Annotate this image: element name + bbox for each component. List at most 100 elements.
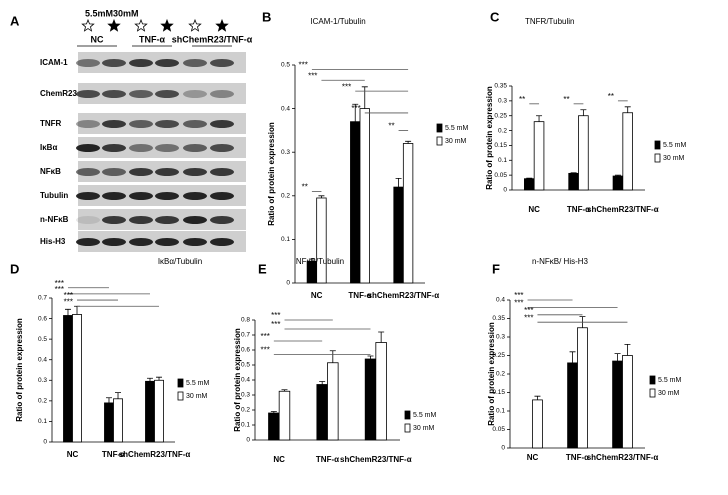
bar xyxy=(113,398,123,443)
blot-band xyxy=(76,192,100,200)
y-tick-label: 0.2 xyxy=(241,407,250,414)
legend-swatch xyxy=(654,153,661,163)
blot-band xyxy=(102,120,126,128)
significance-label: ** xyxy=(302,183,308,192)
significance-label: *** xyxy=(64,297,73,306)
blot-band xyxy=(129,59,153,67)
panel-letter: C xyxy=(490,9,500,24)
bar xyxy=(532,399,543,449)
significance-label: *** xyxy=(342,82,351,91)
panel-letter: D xyxy=(10,261,19,276)
y-tick-label: 0.6 xyxy=(38,315,47,322)
error-bar xyxy=(105,397,112,403)
y-tick-label: 0.2 xyxy=(38,398,47,405)
blot-band xyxy=(102,238,126,246)
bar xyxy=(145,380,155,443)
error-bar xyxy=(614,353,621,362)
legend-label: 5.5 mM xyxy=(663,142,687,149)
error-bar xyxy=(624,106,631,113)
error-bar xyxy=(361,86,368,109)
blot-band xyxy=(183,90,207,98)
x-tick-label: shChemR23/TNF-α xyxy=(587,205,659,214)
error-bar xyxy=(534,395,541,400)
error-bar xyxy=(64,308,71,316)
bar xyxy=(268,412,280,441)
x-tick-label: NC xyxy=(67,450,79,459)
row-label: TNFR xyxy=(40,119,62,128)
bar xyxy=(278,390,291,441)
y-tick-label: 0.6 xyxy=(241,347,250,354)
bar xyxy=(402,143,414,284)
bar xyxy=(622,112,633,191)
blot-band xyxy=(129,238,153,246)
significance-label: *** xyxy=(261,332,270,341)
blot-band xyxy=(102,168,126,176)
x-tick-label: shChemR23/TNF-α xyxy=(587,453,659,462)
conditions: 5.5mM30mM xyxy=(85,8,139,18)
error-bar xyxy=(329,350,336,363)
y-tick-label: 0.3 xyxy=(281,149,290,156)
y-tick-label: 0.35 xyxy=(494,83,507,90)
y-axis-title: Ratio of protein expression xyxy=(267,122,276,226)
blot-band xyxy=(210,90,234,98)
legend-swatch xyxy=(404,423,411,433)
x-tick-label: NC xyxy=(527,453,539,462)
y-tick-label: 0.3 xyxy=(498,98,507,105)
legend-swatch xyxy=(177,391,184,401)
error-bar xyxy=(378,331,385,343)
y-tick-label: 0.35 xyxy=(492,315,505,322)
legend-label: 5.5 mM xyxy=(445,125,469,132)
x-tick-label: TNF-α xyxy=(102,450,125,459)
error-bar xyxy=(318,195,325,198)
bar xyxy=(359,108,370,284)
significance-label: ** xyxy=(608,92,614,101)
significance-label: ** xyxy=(519,95,525,104)
legend-swatch xyxy=(654,140,661,150)
error-bar xyxy=(614,174,621,177)
legend-label: 30 mM xyxy=(413,425,435,432)
significance-label: *** xyxy=(308,71,317,80)
blot-band xyxy=(129,144,153,152)
chart-title: TNFR/Tubulin xyxy=(525,17,575,26)
y-tick-label: 0.2 xyxy=(496,371,505,378)
significance-label: *** xyxy=(524,313,533,322)
bar xyxy=(393,186,404,284)
y-tick-label: 0.1 xyxy=(498,157,507,164)
blot-band xyxy=(183,216,207,224)
blot-band xyxy=(76,168,100,176)
blot-band xyxy=(183,168,207,176)
blot-band xyxy=(129,216,153,224)
x-tick-label: NC xyxy=(528,205,540,214)
bar xyxy=(524,178,535,191)
y-tick-label: 0.15 xyxy=(494,142,507,149)
legend-swatch xyxy=(649,388,656,398)
y-tick-label: 0.5 xyxy=(281,62,290,69)
y-tick-label: 0 xyxy=(43,439,47,446)
bar xyxy=(612,175,624,191)
y-tick-label: 0.5 xyxy=(38,336,47,343)
blot-band xyxy=(129,90,153,98)
blot-band xyxy=(155,120,179,128)
bar xyxy=(567,362,578,449)
chart-title: n-NFκB/ His-H3 xyxy=(532,257,589,266)
row-label: ICAM-1 xyxy=(40,58,68,67)
bar xyxy=(375,342,387,441)
y-tick-label: 0 xyxy=(286,280,290,287)
y-axis-title: Ratio of protein expression xyxy=(233,328,242,432)
blot-band xyxy=(76,90,100,98)
y-tick-label: 0.2 xyxy=(498,127,507,134)
error-bar xyxy=(115,392,122,399)
blot-band xyxy=(102,192,126,200)
x-tick-label: shChemR23/TNF-α xyxy=(340,455,412,464)
error-bar xyxy=(146,377,153,382)
bar xyxy=(350,121,361,284)
y-tick-label: 0.1 xyxy=(496,408,505,415)
y-tick-label: 0 xyxy=(503,187,507,194)
group-label: NC xyxy=(91,34,104,44)
blot-band xyxy=(102,216,126,224)
error-bar xyxy=(405,140,412,144)
blot-band xyxy=(183,144,207,152)
y-tick-label: 0 xyxy=(501,445,505,452)
blot-band xyxy=(155,192,179,200)
star-icon xyxy=(107,18,121,32)
